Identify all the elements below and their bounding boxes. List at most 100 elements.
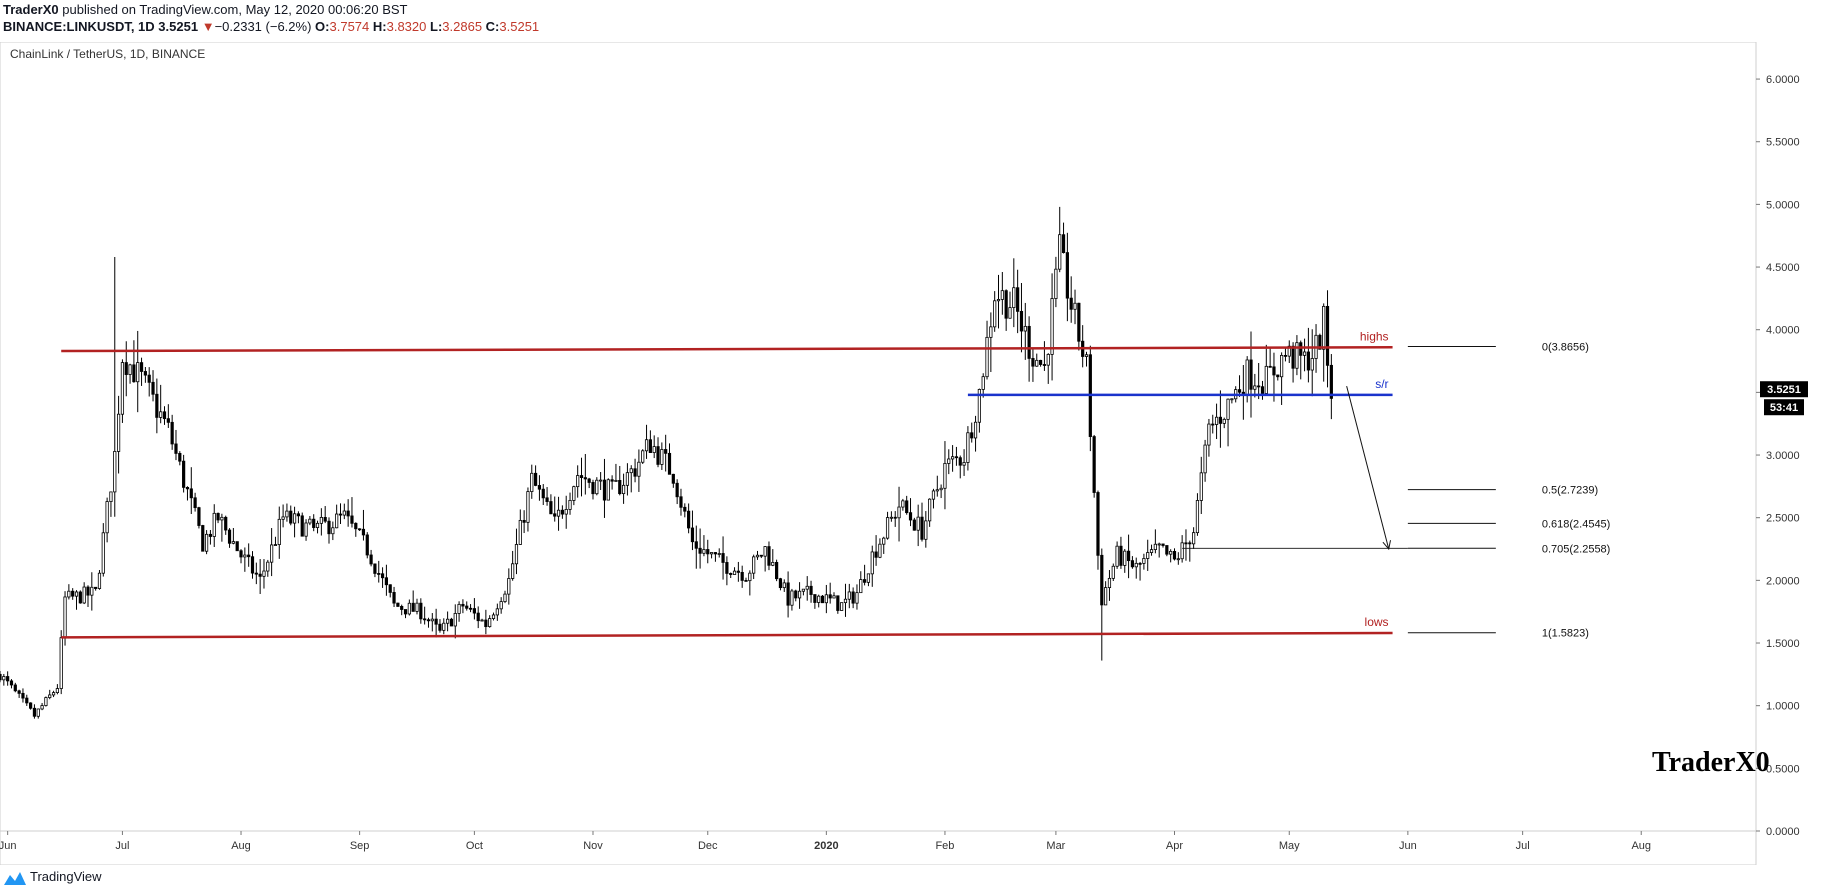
last-price: 3.5251 — [158, 19, 199, 34]
candle-body — [285, 510, 289, 518]
x-tick-label: Sep — [350, 840, 370, 852]
candle-body — [32, 707, 37, 717]
candle-body — [1218, 416, 1223, 424]
candle-body — [453, 613, 457, 627]
candle-body — [1260, 386, 1265, 394]
candle-body — [113, 451, 117, 493]
candle-body — [319, 517, 323, 524]
candle-body — [491, 614, 496, 619]
candle-body — [1192, 532, 1196, 545]
candle-body — [1214, 416, 1219, 425]
publish-info: TraderX0 published on TradingView.com, M… — [3, 2, 407, 17]
x-tick-label: Feb — [935, 840, 954, 852]
candle-body — [331, 527, 335, 535]
fib-level-label: 0.618(2.4545) — [1542, 518, 1611, 530]
candle-body — [231, 541, 235, 544]
y-tick-label: 6.0000 — [1766, 74, 1800, 86]
candle-body — [373, 563, 377, 574]
candle-body — [954, 456, 959, 459]
candle-body — [755, 554, 760, 558]
candle-body — [1142, 558, 1146, 564]
candle-body — [863, 579, 867, 583]
candle-body — [442, 622, 446, 631]
candle-body — [507, 578, 511, 595]
candle-body — [652, 446, 656, 453]
candle-body — [86, 586, 90, 596]
candle-body — [1230, 398, 1234, 401]
fib-level-label: 0(3.8656) — [1542, 342, 1589, 354]
x-tick-label: 2020 — [814, 840, 838, 852]
symbol-label[interactable]: BINANCE:LINKUSDT, 1D — [3, 19, 155, 34]
y-tick-label: 2.5000 — [1766, 513, 1800, 525]
candle-body — [629, 468, 633, 474]
candle-body — [143, 371, 147, 376]
candle-body — [1115, 545, 1119, 567]
candle-body — [174, 443, 178, 454]
candle-body — [713, 552, 718, 555]
candle-body — [996, 299, 1001, 302]
chart-container[interactable]: ChainLink / TetherUS, 1D, BINANCE 6.0000… — [0, 41, 1823, 870]
candle-body — [178, 453, 182, 462]
candle-body — [644, 439, 649, 452]
candle-body — [572, 486, 576, 501]
candle-body — [951, 456, 955, 460]
candle-body — [1169, 550, 1173, 555]
candle-body — [369, 554, 373, 565]
y-tick-label: 1.0000 — [1766, 701, 1800, 713]
tradingview-logo-icon[interactable] — [2, 869, 28, 887]
candle-body — [698, 547, 702, 554]
candle-body — [870, 551, 874, 575]
fib-level-label: 0.705(2.2558) — [1542, 543, 1611, 555]
candle-body — [147, 374, 151, 383]
candle-body — [1295, 342, 1299, 369]
candle-body — [687, 510, 691, 529]
candle-body — [778, 578, 783, 589]
candle-body — [1245, 359, 1249, 396]
tradingview-brand[interactable]: TradingView — [30, 869, 102, 884]
trend-line-label: s/r — [1375, 377, 1388, 391]
candle-body — [797, 590, 802, 599]
candle-body — [411, 602, 415, 612]
time-axis[interactable]: Jun Jul Aug Sep Oct Nov Dec 2020 Feb Mar Apr May Jun… — [0, 831, 1651, 852]
candle-body — [51, 692, 56, 696]
candle-body — [752, 556, 756, 574]
candle-body — [396, 602, 400, 607]
candle-body — [660, 449, 664, 465]
x-tick-label: Jun — [1399, 840, 1417, 852]
candle-body — [1123, 550, 1127, 566]
candle-body — [1195, 500, 1200, 534]
candle-body — [962, 462, 966, 466]
candle-body — [637, 461, 641, 477]
candle-body — [384, 577, 388, 586]
candle-body — [392, 592, 396, 604]
candle-body — [897, 506, 901, 519]
candle-body — [44, 697, 48, 706]
candle-body — [671, 473, 675, 484]
candle-body — [292, 513, 297, 524]
author-name[interactable]: TraderX0 — [3, 2, 59, 17]
candle-body — [116, 413, 121, 452]
countdown-tag — [1764, 399, 1804, 416]
candle-body — [866, 573, 871, 583]
candle-body — [1038, 359, 1043, 365]
candle-body — [702, 549, 706, 554]
candle-body — [599, 479, 603, 482]
candle-body — [304, 522, 308, 537]
price-axis[interactable]: 6.00005.50005.00004.50004.00003.50003.00… — [1756, 74, 1800, 838]
candle-body — [327, 520, 331, 535]
fib-level-label: 0.5(2.7239) — [1542, 485, 1598, 497]
candle-body — [847, 591, 851, 600]
candle-body — [537, 485, 542, 490]
candle-body — [993, 300, 997, 328]
price-chart[interactable]: ChainLink / TetherUS, 1D, BINANCE 6.0000… — [0, 41, 1823, 866]
candle-body — [1157, 543, 1161, 546]
candle-body — [1287, 345, 1291, 357]
candle-body — [1035, 359, 1039, 367]
candle-body — [488, 618, 492, 628]
candle-body — [1069, 297, 1073, 310]
candle-body — [1237, 389, 1242, 393]
candle-body — [1211, 423, 1215, 426]
candle-body — [556, 509, 561, 517]
candle-body — [136, 362, 140, 383]
candle-body — [1226, 398, 1230, 420]
